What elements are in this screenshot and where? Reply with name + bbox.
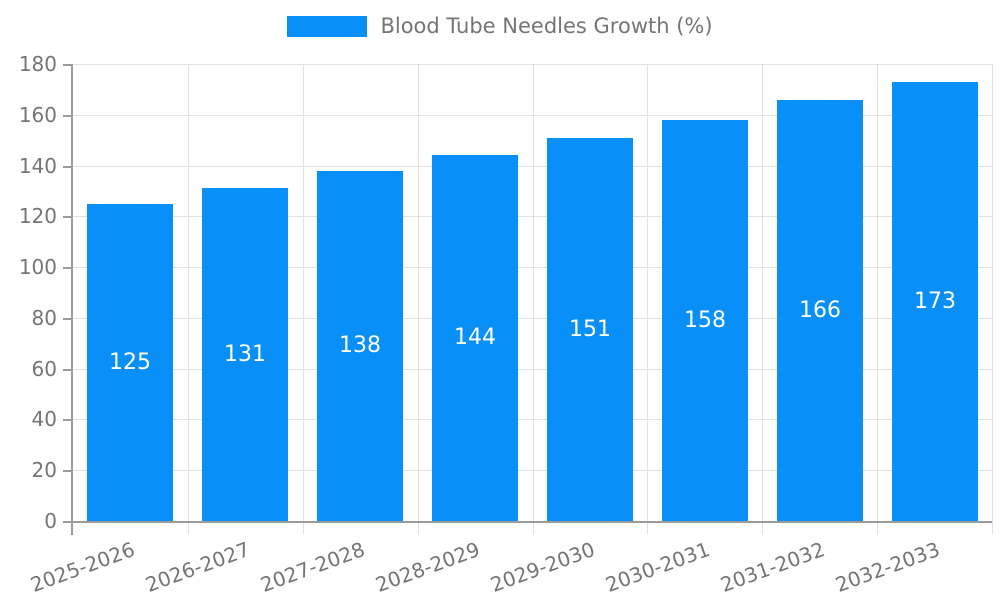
y-axis-tick (63, 216, 73, 218)
horizontal-gridline (73, 115, 992, 116)
y-tick-label: 140 (18, 154, 57, 178)
y-tick-label: 40 (31, 407, 57, 431)
y-axis-tick (63, 419, 73, 421)
vertical-gridline (188, 64, 189, 534)
bar: 166 (777, 100, 863, 521)
bar-value-label: 144 (454, 325, 496, 350)
bar: 138 (317, 171, 403, 521)
horizontal-gridline (73, 64, 992, 65)
y-axis-tick (63, 115, 73, 117)
horizontal-gridline (73, 470, 992, 471)
vertical-gridline (303, 64, 304, 534)
x-tick-label: 2029-2030 (487, 537, 598, 597)
vertical-gridline (647, 64, 648, 534)
horizontal-gridline (73, 216, 992, 217)
legend[interactable]: Blood Tube Needles Growth (%) (0, 14, 1000, 38)
y-axis-tick (63, 470, 73, 472)
x-tick-label: 2032-2033 (832, 537, 943, 597)
vertical-gridline (418, 64, 419, 534)
bar-value-label: 158 (684, 307, 726, 333)
y-tick-label: 180 (18, 52, 57, 76)
y-axis-tick (63, 318, 73, 320)
x-tick-label: 2028-2029 (372, 537, 483, 597)
bar: 125 (87, 204, 173, 521)
y-tick-label: 20 (31, 458, 57, 482)
vertical-gridline (762, 64, 763, 534)
legend-label: Blood Tube Needles Growth (%) (380, 14, 713, 38)
y-axis-line (71, 64, 73, 535)
bar: 144 (432, 155, 518, 521)
y-tick-label: 80 (31, 306, 57, 330)
horizontal-gridline (73, 419, 992, 420)
legend-swatch-icon (287, 15, 368, 37)
y-tick-label: 0 (44, 509, 57, 533)
bar: 131 (202, 188, 288, 521)
bar-value-label: 131 (224, 341, 266, 367)
y-axis-tick (63, 166, 73, 168)
bar-value-label: 166 (799, 297, 841, 323)
vertical-gridline (877, 64, 878, 534)
x-tick-label: 2031-2032 (717, 537, 828, 597)
x-tick-label: 2026-2027 (142, 537, 253, 597)
y-tick-label: 160 (18, 103, 57, 127)
horizontal-gridline (73, 166, 992, 167)
vertical-gridline (533, 64, 534, 534)
bar-value-label: 125 (109, 349, 151, 375)
bar-value-label: 173 (914, 288, 956, 314)
x-tick-label: 2027-2028 (257, 537, 368, 597)
bar: 151 (547, 138, 633, 521)
vertical-gridline (992, 64, 993, 534)
bar-value-label: 138 (339, 333, 381, 358)
horizontal-gridline (73, 369, 992, 370)
y-axis-tick (63, 369, 73, 371)
y-axis-tick (63, 267, 73, 269)
bar-value-label: 151 (569, 316, 611, 342)
y-tick-label: 60 (31, 357, 57, 381)
y-tick-label: 100 (18, 255, 57, 279)
bar: 158 (662, 120, 748, 521)
horizontal-gridline (73, 318, 992, 319)
x-tick-label: 2030-2031 (602, 537, 713, 597)
y-tick-label: 120 (18, 204, 57, 228)
x-tick-label: 2025-2026 (27, 537, 138, 597)
y-axis-tick (63, 64, 73, 66)
horizontal-gridline (73, 267, 992, 268)
bar: 173 (892, 82, 978, 521)
x-axis-line (71, 521, 992, 523)
y-axis-tick (63, 521, 73, 523)
